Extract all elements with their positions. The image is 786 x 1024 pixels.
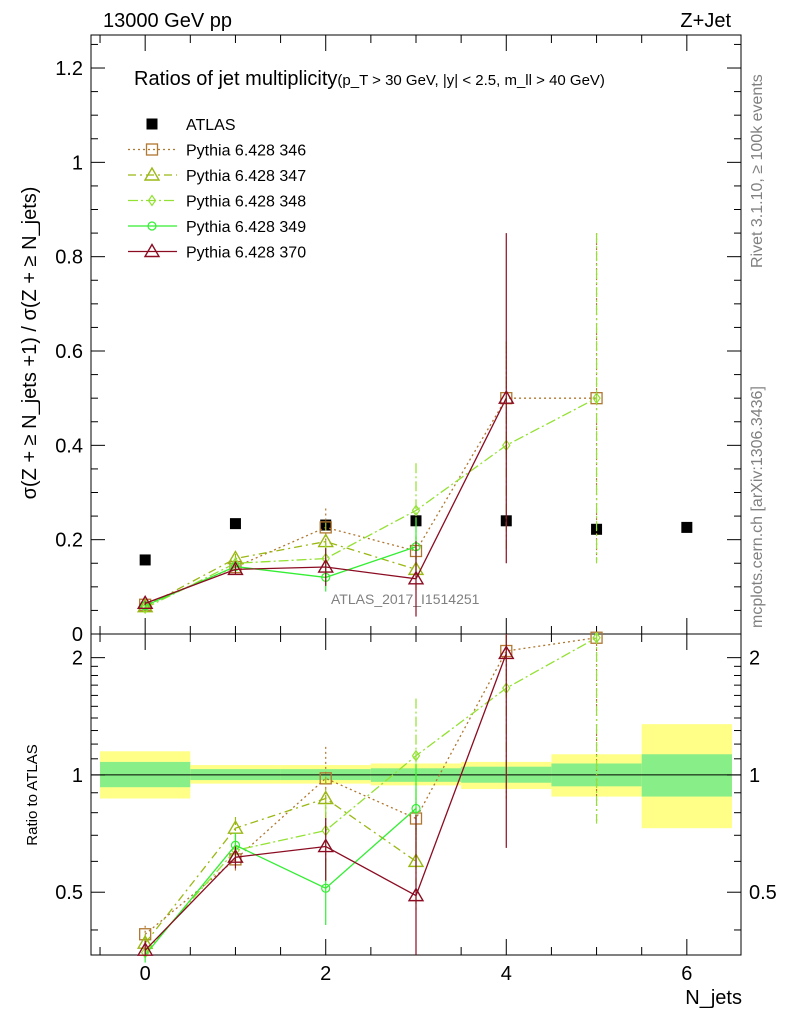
main-series-3-line (144, 397, 597, 609)
ratio-xlabel: N_jets (685, 987, 742, 1009)
legend-label: Pythia 6.428 349 (186, 219, 306, 236)
legend-label: Pythia 6.428 348 (186, 194, 306, 211)
y-tick-label: 0.8 (55, 247, 83, 269)
ratio-y-tick-label-right: 0.5 (749, 882, 777, 904)
axes-ticks: 00.20.40.60.811.20.5 0.51 12 20 2 4 6 (55, 35, 777, 985)
ratio-series-4-point (136, 941, 154, 956)
plot-title-cuts: (p_T > 30 GeV, |y| < 2.5, m_ll > 40 GeV) (337, 72, 605, 89)
rivet-version-text: Rivet 3.1.10, ≥ 100k events (749, 74, 766, 268)
main-series-2-line (144, 540, 417, 608)
ratio-y-tick-label: 1 (72, 765, 83, 787)
x-tick-label: 4 (501, 963, 512, 985)
ratio-series-3-point (411, 803, 421, 814)
ratio-y-tick-label-right: 2 (749, 648, 760, 670)
legend-label: Pythia 6.428 347 (186, 168, 306, 185)
legend-marker (143, 166, 161, 181)
header-right: Z+Jet (680, 10, 731, 32)
ratio-y-tick-label-right: 1 (749, 765, 760, 787)
ratio-panel-series (136, 631, 603, 963)
ratio-series-4-point (498, 645, 515, 660)
ratio-series-1-line (144, 797, 417, 944)
x-tick-label: 0 (140, 963, 151, 985)
y-tick-label: 0.2 (55, 530, 83, 552)
x-tick-label: 6 (681, 963, 692, 985)
legend-marker (143, 243, 161, 258)
ratio-series-2-line (144, 637, 597, 953)
x-tick-label: 2 (320, 963, 331, 985)
legend-marker (147, 194, 157, 207)
legend-label: Pythia 6.428 346 (186, 143, 306, 160)
ratio-series-3-line (144, 808, 417, 956)
main-series-0-point (681, 521, 693, 533)
legend-label: Pythia 6.428 370 (186, 245, 306, 262)
plot-title: Ratios of jet multiplicity(p_T > 30 GeV,… (134, 68, 605, 90)
main-series-5-point (136, 594, 154, 610)
ratio-y-tick-label: 2 (72, 648, 83, 670)
main-series-3-point (592, 392, 601, 405)
y-tick-label: 1.2 (55, 58, 83, 80)
ratio-series-4-point (407, 887, 425, 902)
main-series-5-point (227, 560, 244, 576)
legend-marker (145, 143, 159, 156)
legend-marker (146, 118, 158, 130)
ratio-series-1-point (317, 790, 334, 805)
main-panel-series (136, 233, 693, 617)
main-series-3-point (411, 504, 421, 517)
mcplots-text: mcplots.cern.ch [arXiv:1306.3436] (749, 386, 766, 628)
main-series-0-point (229, 518, 241, 530)
analysis-watermark: ATLAS_2017_I1514251 (331, 591, 480, 607)
y-tick-label: 1 (72, 152, 83, 174)
ratio-series-2-point (411, 749, 421, 762)
ratio-ylabel: Ratio to ATLAS (24, 744, 41, 845)
main-series-1-point (319, 521, 332, 534)
y-tick-label: 0.6 (55, 341, 83, 363)
main-ylabel: σ(Z + ≥ N_jets +1) / σ(Z + ≥ N_jets) (19, 187, 41, 500)
legend: ATLAS Pythia 6.428 346 Pythia 6.428 347 Pyt… (128, 117, 306, 262)
legend-label: ATLAS (186, 117, 236, 134)
ratio-series-3-point (321, 883, 331, 893)
main-series-0-point (139, 554, 151, 566)
header-left: 13000 GeV pp (103, 10, 232, 32)
ratio-series-2-point (592, 631, 601, 644)
main-series-5-point (317, 558, 334, 573)
main-series-5-point (498, 389, 515, 404)
main-series-5-point (407, 570, 425, 585)
ratio-y-tick-label: 0.5 (55, 882, 83, 904)
ratio-series-4-point (317, 838, 334, 853)
y-tick-label: 0 (72, 624, 83, 646)
ratio-series-4-point (227, 848, 244, 863)
legend-marker (147, 221, 157, 231)
main-series-3-point (140, 602, 150, 615)
y-tick-label: 0.4 (55, 435, 83, 457)
